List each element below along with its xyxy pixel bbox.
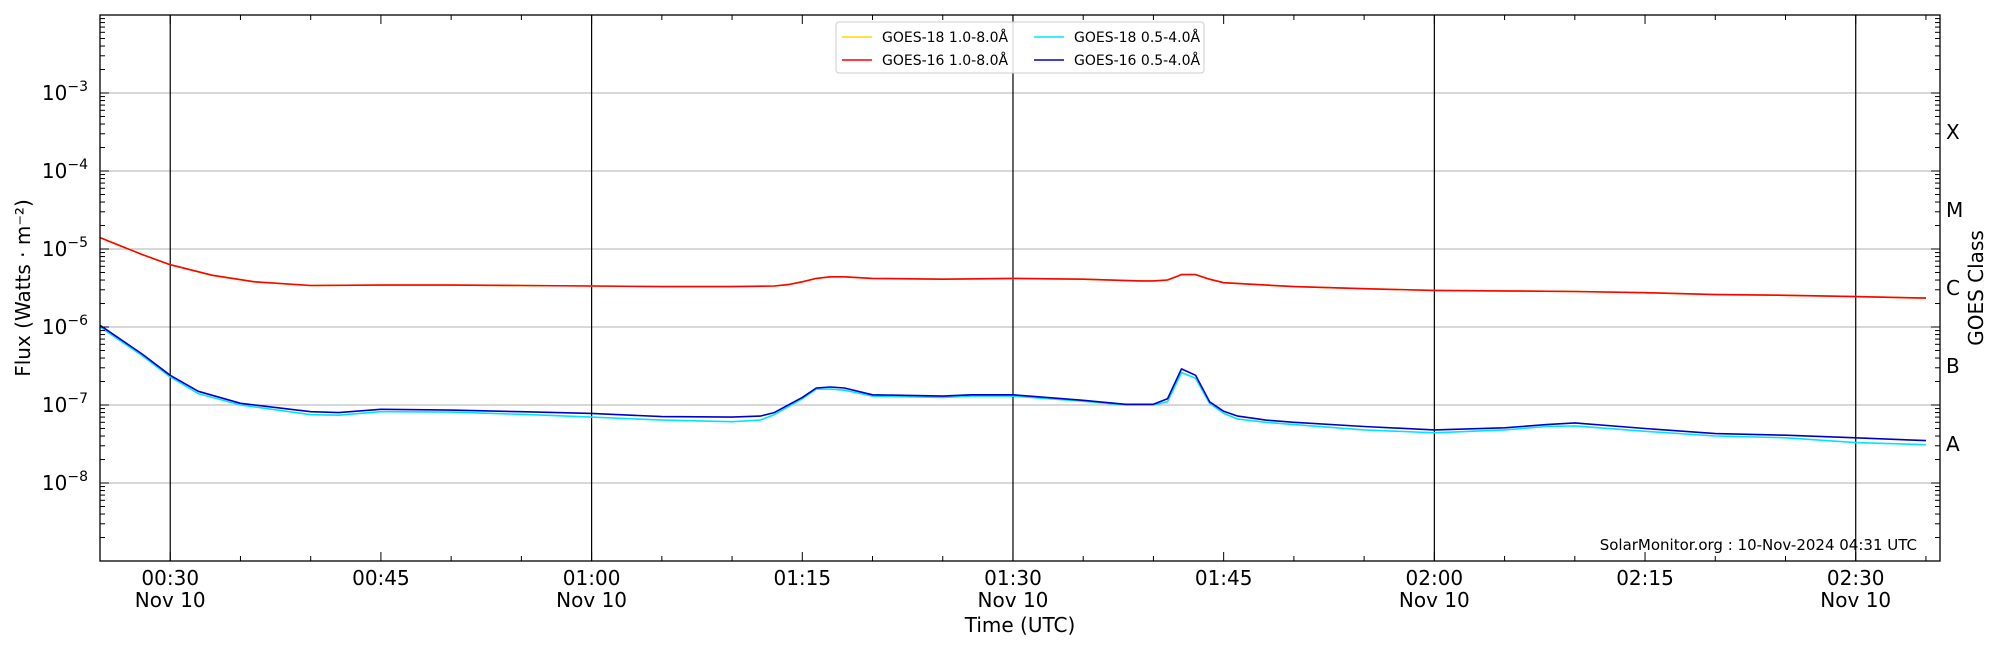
legend-label: GOES-16 0.5-4.0Å xyxy=(1074,52,1200,69)
y-tick-exponent: −3 xyxy=(67,79,88,95)
y-tick-label: 10−5 xyxy=(42,235,88,261)
y-tick-label: 10−6 xyxy=(42,313,88,339)
axis-ticks xyxy=(99,15,1940,562)
goes-class-labels: A B C M X xyxy=(1946,120,1963,456)
y-tick-labels: 10−810−710−610−510−410−3 xyxy=(42,79,88,495)
x-tick-time: 01:15 xyxy=(773,566,831,590)
y-tick-base: 10 xyxy=(42,159,67,183)
y-tick-base: 10 xyxy=(42,393,67,417)
goes-class-label: X xyxy=(1946,120,1960,144)
goes-class-label: M xyxy=(1946,198,1963,222)
x-tick-date: Nov 10 xyxy=(135,588,206,612)
y-tick-label: 10−3 xyxy=(42,79,88,105)
series-line-3 xyxy=(99,326,1927,446)
x-tick-time: 02:00 xyxy=(1406,566,1464,590)
legend-box xyxy=(835,21,1205,74)
source-annotation: SolarMonitor.org : 10-Nov-2024 04:31 UTC xyxy=(1600,536,1917,554)
x-tick-time: 00:45 xyxy=(352,566,410,590)
plot-frame xyxy=(99,14,1941,562)
y-tick-label: 10−8 xyxy=(42,469,88,495)
x-tick-date: Nov 10 xyxy=(1399,588,1470,612)
x-tick-date: Nov 10 xyxy=(1820,588,1891,612)
x-tick-date: Nov 10 xyxy=(978,588,1049,612)
day-boundary-lines xyxy=(169,15,1857,561)
y-tick-exponent: −7 xyxy=(67,391,88,407)
goes-class-label: A xyxy=(1946,432,1960,456)
right-axis-label: GOES Class xyxy=(1964,230,1988,346)
legend: GOES-18 1.0-8.0Å GOES-16 1.0-8.0Å GOES-18 … xyxy=(835,21,1205,74)
x-tick-time: 02:15 xyxy=(1616,566,1674,590)
x-tick-date: Nov 10 xyxy=(556,588,627,612)
y-tick-exponent: −4 xyxy=(67,157,88,173)
legend-label: GOES-18 0.5-4.0Å xyxy=(1074,29,1200,46)
x-tick-time: 01:45 xyxy=(1195,566,1253,590)
x-tick-time: 00:30 xyxy=(141,566,199,590)
y-tick-label: 10−7 xyxy=(42,391,88,417)
y-tick-base: 10 xyxy=(42,471,67,495)
x-tick-time: 01:00 xyxy=(563,566,621,590)
x-tick-time: 01:30 xyxy=(984,566,1042,590)
y-axis-label: Flux (Watts · m⁻²) xyxy=(11,199,35,377)
legend-label: GOES-18 1.0-8.0Å xyxy=(882,29,1008,46)
x-tick-time: 02:30 xyxy=(1827,566,1885,590)
gridlines xyxy=(100,92,1940,484)
y-tick-exponent: −5 xyxy=(67,235,88,251)
y-tick-base: 10 xyxy=(42,237,67,261)
goes-class-label: B xyxy=(1946,354,1960,378)
series-lines xyxy=(99,236,1927,446)
y-tick-exponent: −6 xyxy=(67,313,88,329)
series-line-4 xyxy=(99,324,1927,442)
y-tick-base: 10 xyxy=(42,315,67,339)
legend-label: GOES-16 1.0-8.0Å xyxy=(882,52,1008,69)
series-line-2 xyxy=(99,236,1927,299)
y-tick-exponent: −8 xyxy=(67,469,88,485)
y-tick-base: 10 xyxy=(42,81,67,105)
y-tick-label: 10−4 xyxy=(42,157,88,183)
x-axis-label: Time (UTC) xyxy=(964,613,1076,637)
goes-class-label: C xyxy=(1946,276,1960,300)
